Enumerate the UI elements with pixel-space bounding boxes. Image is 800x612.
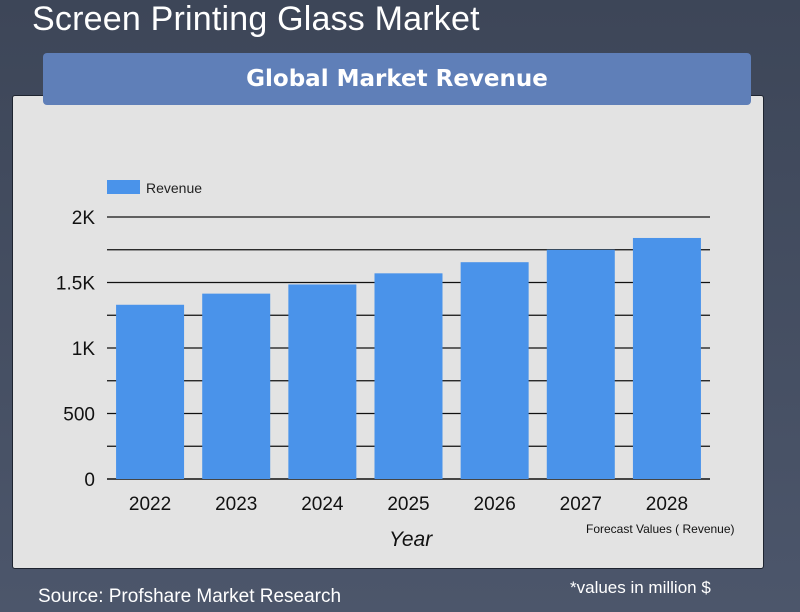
y-tick-label: 0 [84,470,95,491]
y-tick-labels: 0 500 1K 1.5K 2K [56,208,95,491]
x-tick-label: 2022 [129,494,171,515]
units-note: *values in million $ [570,578,711,597]
y-tick-label: 500 [63,405,95,426]
legend: Revenue [107,180,202,196]
legend-swatch [107,180,140,194]
bars [116,237,701,479]
bar-2028 [632,237,701,479]
bar-2025 [374,273,443,479]
x-tick-labels: 2022 2023 2024 2025 2026 2027 2028 [129,494,688,515]
source-text: Source: Profshare Market Research [38,586,342,607]
legend-label: Revenue [146,180,202,196]
y-tick-label: 1.5K [56,274,95,295]
chart-banner: Global Market Revenue [43,53,751,105]
x-tick-label: 2027 [560,494,602,515]
bar-2024 [288,284,357,479]
bar-2022 [116,304,185,479]
bar-2026 [460,262,529,479]
y-tick-label: 2K [72,208,96,229]
x-axis-title: Year [389,528,433,551]
page-title: Screen Printing Glass Market [32,0,480,38]
x-tick-label: 2024 [301,494,344,515]
bar-2027 [546,249,615,479]
x-tick-label: 2023 [215,494,257,515]
bar-2023 [202,293,271,479]
forecast-note: Forecast Values ( Revenue) [586,522,735,536]
x-tick-label: 2028 [646,494,688,515]
y-tick-label: 1K [72,339,96,360]
x-tick-label: 2025 [387,494,429,515]
x-tick-label: 2026 [474,494,516,515]
